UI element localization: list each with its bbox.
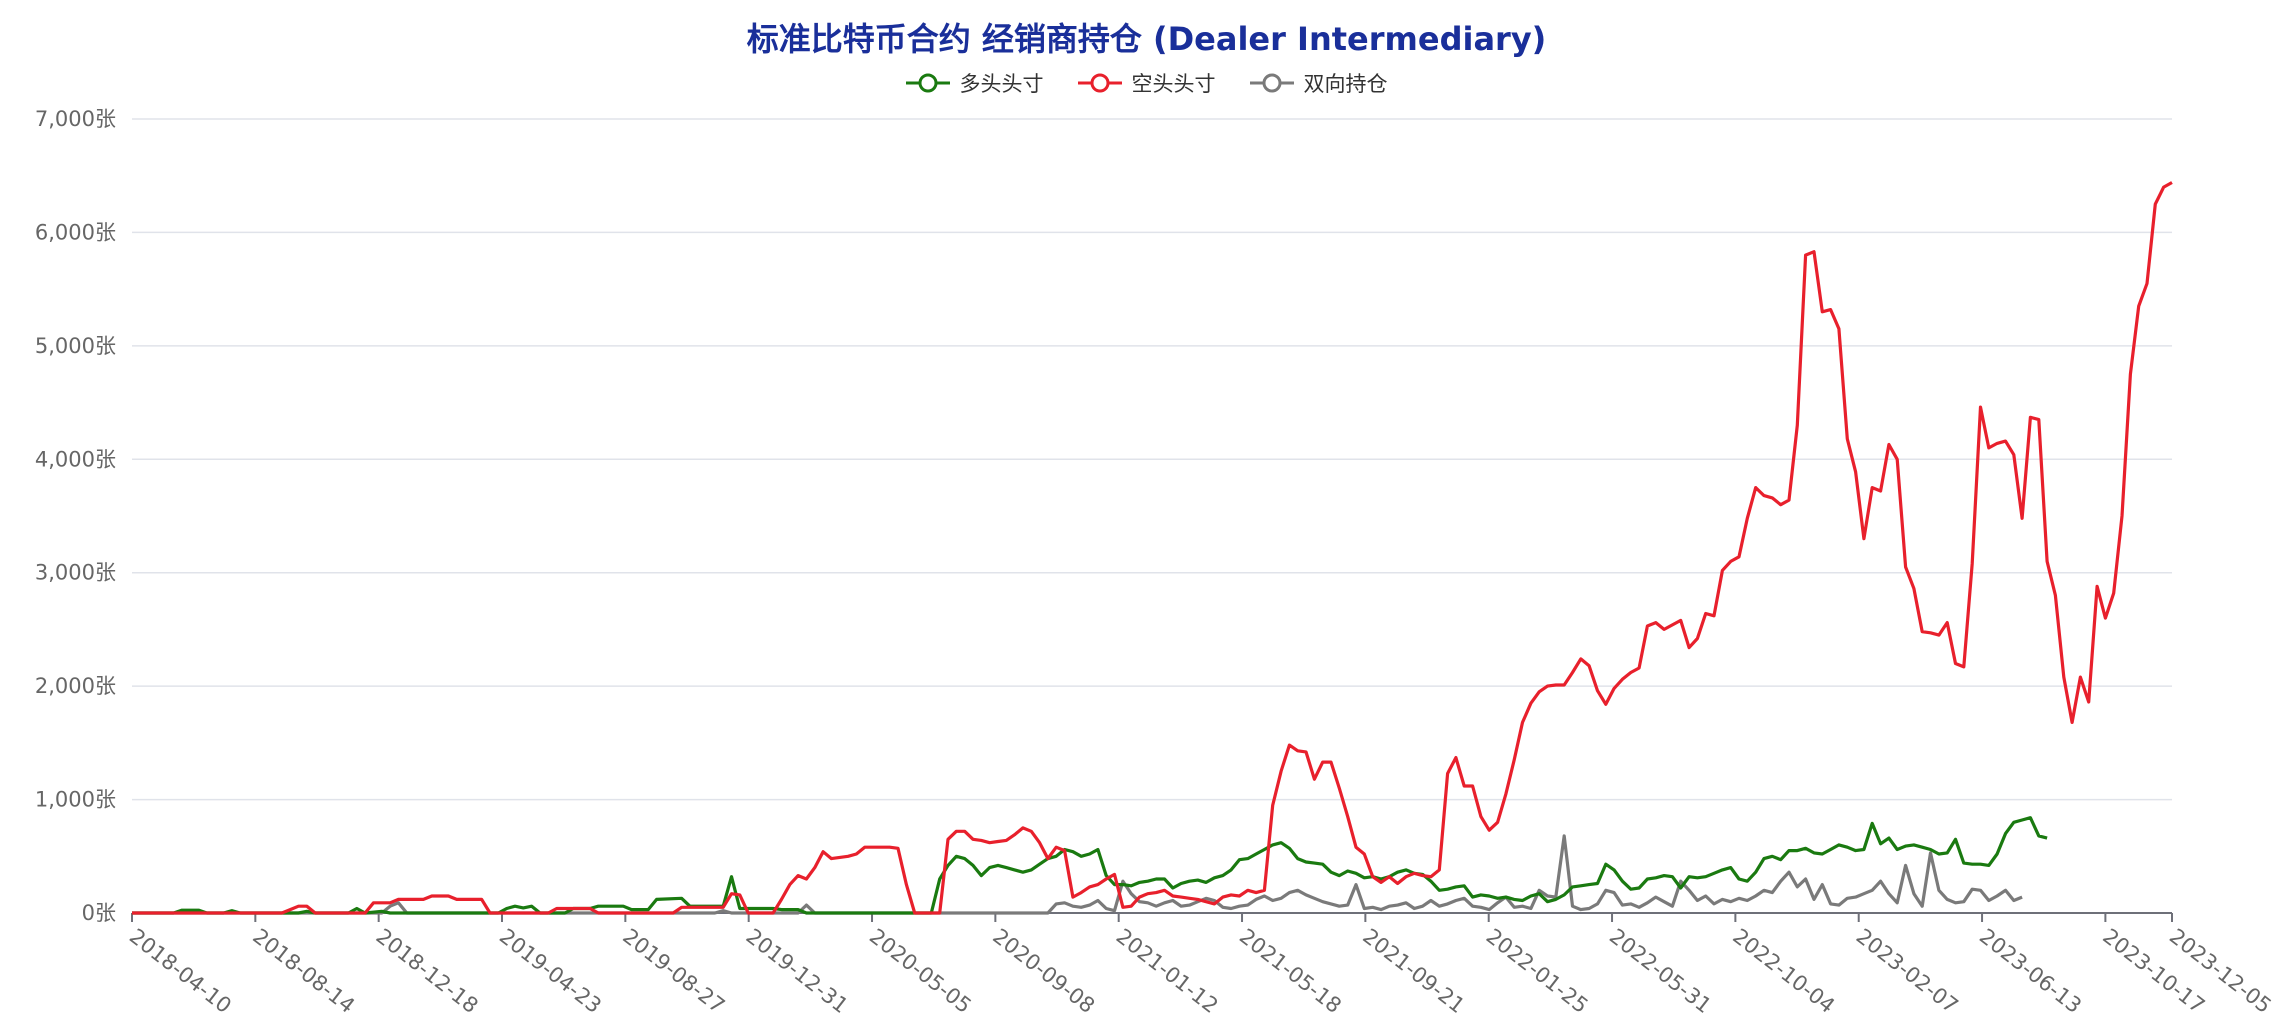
y-tick-label: 5,000张 [35, 334, 116, 358]
legend-label-short: 空头头寸 [1131, 72, 1216, 96]
y-tick-label: 6,000张 [35, 220, 116, 244]
series-line-0 [132, 816, 2048, 915]
y-tick-label: 1,000张 [35, 788, 116, 812]
x-tick-label: 2018-08-14 [248, 924, 359, 1018]
x-tick-label: 2018-12-18 [372, 924, 483, 1018]
legend-marker-long-icon [905, 73, 950, 93]
x-tick-label: 2021-05-18 [1235, 924, 1346, 1018]
x-tick-label: 2019-08-27 [618, 924, 729, 1018]
x-tick-label: 2023-02-07 [1852, 924, 1963, 1018]
series-line-2 [132, 834, 2023, 915]
legend-marker-short-icon [1077, 73, 1122, 93]
x-tick-label: 2021-09-21 [1358, 924, 1469, 1018]
legend-item-short[interactable]: 空头头寸 [1077, 68, 1216, 98]
legend-label-long: 多头头寸 [959, 72, 1044, 96]
legend-marker-spread-icon [1249, 73, 1294, 93]
y-tick-label: 7,000张 [35, 107, 116, 131]
x-tick-label: 2022-01-25 [1482, 924, 1593, 1018]
x-tick-label: 2020-05-05 [865, 924, 976, 1018]
y-tick-label: 2,000张 [35, 674, 116, 698]
x-tick-label: 2019-04-23 [495, 924, 606, 1018]
y-tick-label: 4,000张 [35, 447, 116, 471]
y-tick-label: 0张 [82, 901, 116, 925]
x-tick-label: 2018-04-10 [125, 924, 236, 1018]
x-tick-label: 2022-10-04 [1728, 924, 1839, 1018]
x-tick-label: 2022-05-31 [1605, 924, 1716, 1018]
chart-title: 标准比特币合约 经销商持仓 (Dealer Intermediary) [746, 20, 1547, 58]
chart-legend: 多头头寸 空头头寸 双向持仓 [0, 68, 2293, 98]
x-tick-label: 2023-06-13 [1975, 924, 2086, 1018]
y-tick-label: 3,000张 [35, 561, 116, 585]
legend-label-spread: 双向持仓 [1303, 72, 1388, 96]
x-tick-label: 2019-12-31 [742, 924, 853, 1018]
legend-item-spread[interactable]: 双向持仓 [1249, 68, 1388, 98]
series-line-1 [132, 181, 2173, 915]
legend-item-long[interactable]: 多头头寸 [905, 68, 1044, 98]
x-tick-label: 2021-01-12 [1112, 924, 1223, 1018]
x-tick-label: 2020-09-08 [988, 924, 1099, 1018]
